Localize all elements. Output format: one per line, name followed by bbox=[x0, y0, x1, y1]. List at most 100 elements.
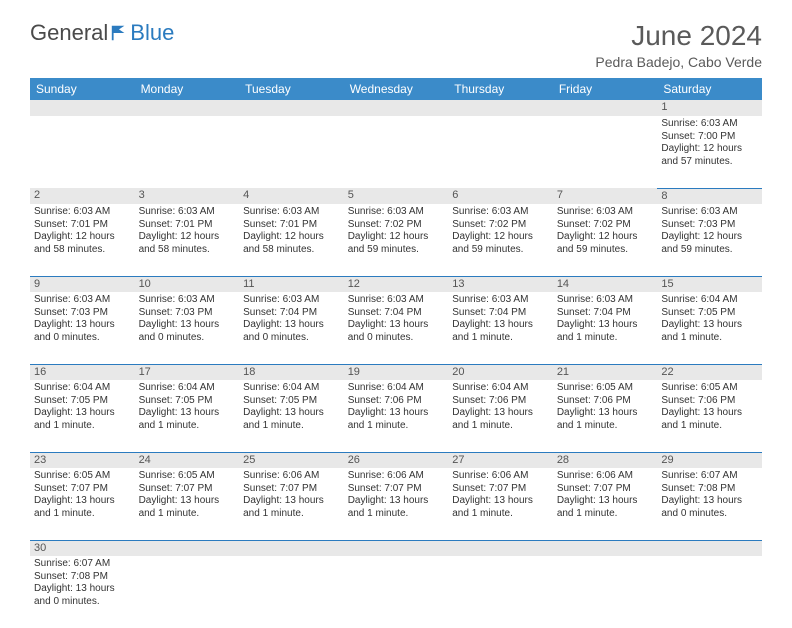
day-info-line: Daylight: 13 hours bbox=[34, 319, 131, 332]
logo-text-blue: Blue bbox=[130, 20, 174, 46]
day-content-cell: Sunrise: 6:05 AMSunset: 7:07 PMDaylight:… bbox=[135, 468, 240, 540]
day-number-cell bbox=[135, 540, 240, 556]
day-info-line: Sunrise: 6:03 AM bbox=[243, 294, 340, 307]
day-content-cell bbox=[135, 116, 240, 188]
day-info-line: Sunrise: 6:04 AM bbox=[139, 382, 236, 395]
day-info-line: Daylight: 13 hours bbox=[557, 319, 654, 332]
day-info-line: and 0 minutes. bbox=[243, 332, 340, 345]
day-info-line: and 0 minutes. bbox=[34, 332, 131, 345]
day-number-cell: 18 bbox=[239, 364, 344, 380]
day-number-cell: 13 bbox=[448, 276, 553, 292]
day-number-cell: 17 bbox=[135, 364, 240, 380]
day-number-cell: 1 bbox=[657, 100, 762, 116]
day-info-line: and 58 minutes. bbox=[34, 244, 131, 257]
day-info-line: Sunset: 7:03 PM bbox=[661, 219, 758, 232]
day-info-line: Sunrise: 6:03 AM bbox=[34, 206, 131, 219]
day-info-line: Sunset: 7:04 PM bbox=[243, 307, 340, 320]
day-info-line: Sunrise: 6:06 AM bbox=[452, 470, 549, 483]
day-info-line: Sunset: 7:05 PM bbox=[34, 395, 131, 408]
day-info-line: Sunset: 7:08 PM bbox=[661, 483, 758, 496]
day-info-line: Sunset: 7:01 PM bbox=[243, 219, 340, 232]
day-info-line: and 1 minute. bbox=[661, 420, 758, 433]
day-number-cell: 12 bbox=[344, 276, 449, 292]
day-info-line: and 1 minute. bbox=[557, 508, 654, 521]
day-info-line: and 58 minutes. bbox=[139, 244, 236, 257]
day-content-cell: Sunrise: 6:03 AMSunset: 7:02 PMDaylight:… bbox=[344, 204, 449, 276]
day-content-cell bbox=[448, 116, 553, 188]
day-number-cell bbox=[344, 540, 449, 556]
day-info-line: Sunset: 7:07 PM bbox=[348, 483, 445, 496]
day-content-cell: Sunrise: 6:05 AMSunset: 7:06 PMDaylight:… bbox=[553, 380, 658, 452]
day-info-line: and 1 minute. bbox=[557, 332, 654, 345]
weekday-header: Sunday bbox=[30, 78, 135, 100]
day-info-line: Daylight: 13 hours bbox=[139, 495, 236, 508]
day-info-line: Sunset: 7:01 PM bbox=[139, 219, 236, 232]
day-content-cell: Sunrise: 6:03 AMSunset: 7:04 PMDaylight:… bbox=[239, 292, 344, 364]
day-info-line: Daylight: 13 hours bbox=[348, 407, 445, 420]
day-number-cell: 27 bbox=[448, 452, 553, 468]
day-info-line: and 1 minute. bbox=[452, 420, 549, 433]
day-number-cell: 11 bbox=[239, 276, 344, 292]
day-info-line: Sunrise: 6:06 AM bbox=[243, 470, 340, 483]
day-content-row: Sunrise: 6:03 AMSunset: 7:01 PMDaylight:… bbox=[30, 204, 762, 276]
day-info-line: Sunrise: 6:03 AM bbox=[661, 206, 758, 219]
day-info-line: Sunrise: 6:03 AM bbox=[348, 294, 445, 307]
day-info-line: and 1 minute. bbox=[452, 508, 549, 521]
day-info-line: Sunrise: 6:06 AM bbox=[557, 470, 654, 483]
day-info-line: Sunrise: 6:03 AM bbox=[243, 206, 340, 219]
day-number-row: 23242526272829 bbox=[30, 452, 762, 468]
day-info-line: Daylight: 13 hours bbox=[139, 319, 236, 332]
day-info-line: Sunset: 7:05 PM bbox=[661, 307, 758, 320]
day-number-cell bbox=[448, 100, 553, 116]
day-content-cell: Sunrise: 6:04 AMSunset: 7:06 PMDaylight:… bbox=[344, 380, 449, 452]
day-info-line: Sunset: 7:00 PM bbox=[661, 131, 758, 144]
day-number-cell: 30 bbox=[30, 540, 135, 556]
day-content-cell: Sunrise: 6:03 AMSunset: 7:04 PMDaylight:… bbox=[448, 292, 553, 364]
day-number-row: 9101112131415 bbox=[30, 276, 762, 292]
day-info-line: Sunset: 7:06 PM bbox=[452, 395, 549, 408]
day-content-cell: Sunrise: 6:03 AMSunset: 7:01 PMDaylight:… bbox=[239, 204, 344, 276]
day-info-line: and 0 minutes. bbox=[34, 596, 131, 609]
day-number-cell bbox=[553, 540, 658, 556]
day-info-line: and 1 minute. bbox=[348, 420, 445, 433]
day-info-line: and 1 minute. bbox=[243, 420, 340, 433]
day-info-line: Sunrise: 6:07 AM bbox=[661, 470, 758, 483]
logo-text-general: General bbox=[30, 20, 108, 46]
day-number-cell bbox=[30, 100, 135, 116]
day-number-cell bbox=[239, 540, 344, 556]
day-info-line: and 59 minutes. bbox=[557, 244, 654, 257]
day-info-line: Sunrise: 6:06 AM bbox=[348, 470, 445, 483]
day-number-cell bbox=[657, 540, 762, 556]
day-info-line: Sunset: 7:08 PM bbox=[34, 571, 131, 584]
day-info-line: Daylight: 12 hours bbox=[661, 231, 758, 244]
day-info-line: Daylight: 12 hours bbox=[243, 231, 340, 244]
day-info-line: Daylight: 12 hours bbox=[348, 231, 445, 244]
day-number-cell: 21 bbox=[553, 364, 658, 380]
day-info-line: Daylight: 13 hours bbox=[348, 495, 445, 508]
day-content-cell: Sunrise: 6:05 AMSunset: 7:07 PMDaylight:… bbox=[30, 468, 135, 540]
day-info-line: Sunset: 7:03 PM bbox=[139, 307, 236, 320]
day-info-line: Sunrise: 6:05 AM bbox=[34, 470, 131, 483]
day-number-cell: 25 bbox=[239, 452, 344, 468]
day-number-cell: 6 bbox=[448, 188, 553, 204]
day-content-cell: Sunrise: 6:04 AMSunset: 7:05 PMDaylight:… bbox=[30, 380, 135, 452]
day-number-cell: 19 bbox=[344, 364, 449, 380]
day-content-row: Sunrise: 6:03 AMSunset: 7:00 PMDaylight:… bbox=[30, 116, 762, 188]
day-info-line: Sunset: 7:05 PM bbox=[139, 395, 236, 408]
day-info-line: Sunset: 7:07 PM bbox=[34, 483, 131, 496]
day-info-line: Sunrise: 6:03 AM bbox=[139, 206, 236, 219]
weekday-header-row: SundayMondayTuesdayWednesdayThursdayFrid… bbox=[30, 78, 762, 100]
day-content-row: Sunrise: 6:03 AMSunset: 7:03 PMDaylight:… bbox=[30, 292, 762, 364]
day-info-line: Sunset: 7:04 PM bbox=[348, 307, 445, 320]
day-number-cell bbox=[553, 100, 658, 116]
day-info-line: Sunrise: 6:03 AM bbox=[557, 294, 654, 307]
day-number-cell bbox=[344, 100, 449, 116]
day-info-line: Daylight: 13 hours bbox=[243, 495, 340, 508]
flag-icon bbox=[110, 24, 128, 42]
day-content-cell bbox=[553, 556, 658, 628]
day-info-line: Sunset: 7:07 PM bbox=[243, 483, 340, 496]
day-info-line: Sunrise: 6:03 AM bbox=[34, 294, 131, 307]
day-number-cell: 14 bbox=[553, 276, 658, 292]
day-info-line: and 0 minutes. bbox=[348, 332, 445, 345]
day-content-cell bbox=[30, 116, 135, 188]
